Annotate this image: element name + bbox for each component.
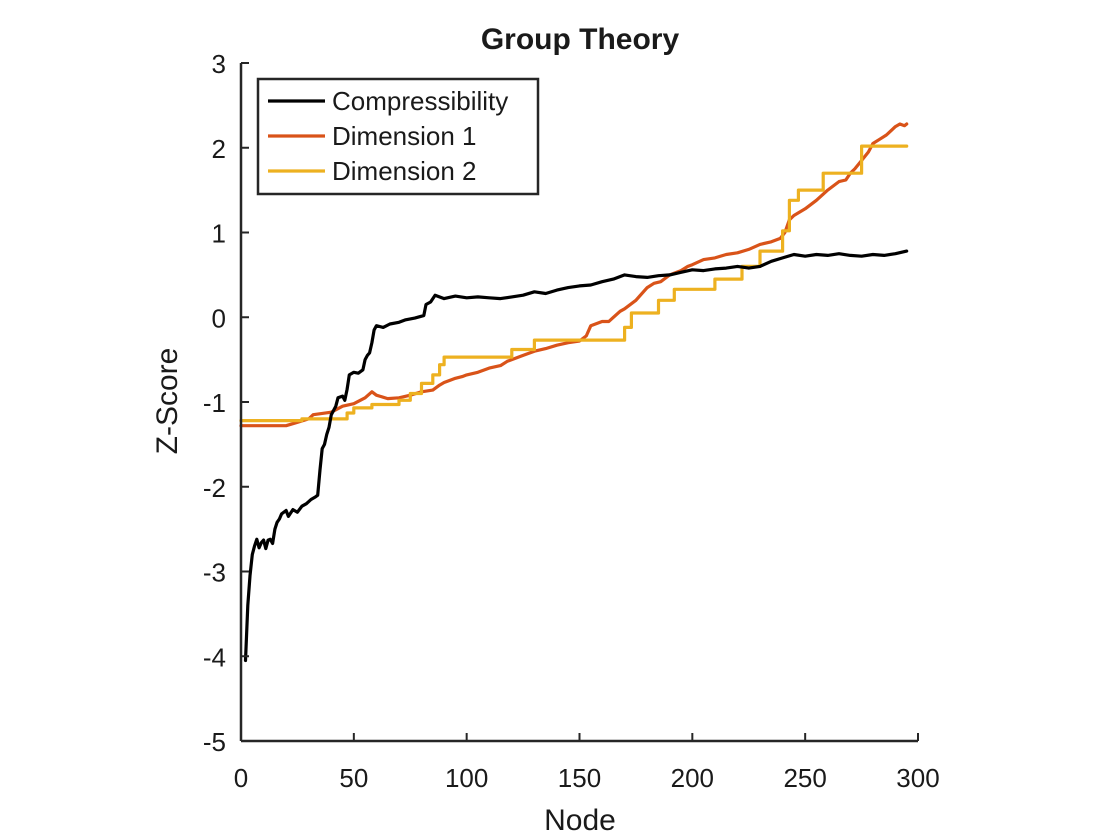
legend-label: Dimension 1 xyxy=(332,121,477,151)
y-tick-label: -2 xyxy=(203,473,226,503)
x-tick-label: 100 xyxy=(445,763,488,793)
y-tick-label: -1 xyxy=(203,388,226,418)
chart-title: Group Theory xyxy=(481,23,680,56)
x-tick-label: 250 xyxy=(783,763,826,793)
y-axis-label: Z-Score xyxy=(151,348,184,455)
y-tick-label: -4 xyxy=(203,642,226,672)
x-tick-label: 150 xyxy=(558,763,601,793)
series-line-compressibility xyxy=(243,249,909,663)
x-axis-label: Node xyxy=(544,804,616,837)
y-tick-label: -5 xyxy=(203,727,226,757)
y-tick-label: -3 xyxy=(203,558,226,588)
x-tick-label: 50 xyxy=(339,763,368,793)
x-tick-label: 200 xyxy=(671,763,714,793)
legend-label: Dimension 2 xyxy=(332,156,477,186)
y-tick-label: 2 xyxy=(212,134,226,164)
series-line-dimension-2 xyxy=(239,144,909,423)
y-tick-label: 3 xyxy=(212,49,226,79)
legend: Compressibility Dimension 1 Dimension 2 xyxy=(256,77,540,196)
axes: 0 50 100 150 200 250 300 3 2 1 0 -1 -2 -3 -4 -5 xyxy=(203,49,940,793)
x-tick-label: 0 xyxy=(234,763,248,793)
series-line-dimension-1 xyxy=(239,122,909,428)
y-tick-label: 0 xyxy=(212,303,226,333)
y-tick-label: 1 xyxy=(212,219,226,249)
plot-area xyxy=(239,122,909,663)
legend-label: Compressibility xyxy=(332,86,508,116)
x-tick-label: 300 xyxy=(896,763,939,793)
